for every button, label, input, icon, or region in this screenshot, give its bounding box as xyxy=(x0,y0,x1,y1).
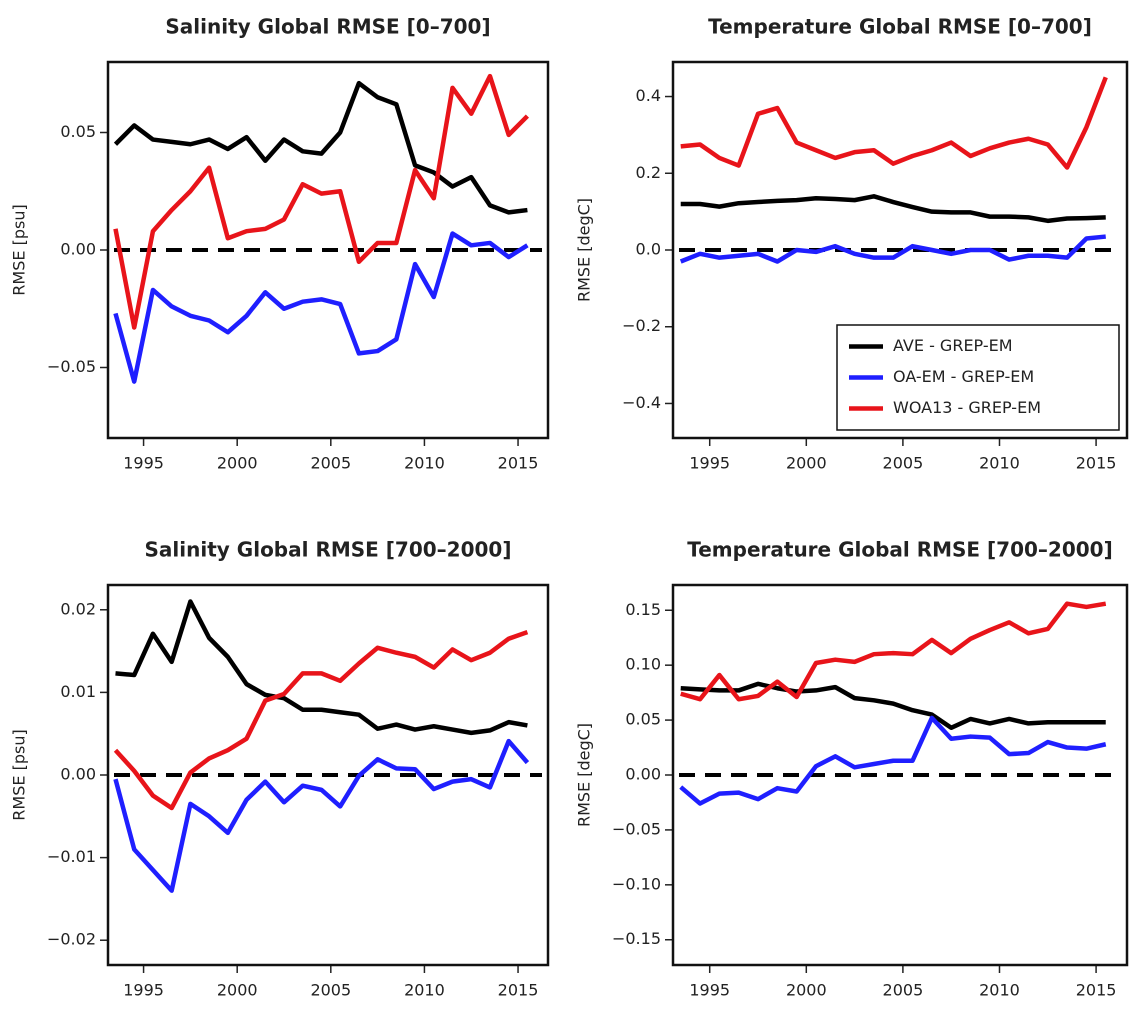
y-tick-label: −0.4 xyxy=(622,393,661,412)
y-tick-label: −0.05 xyxy=(612,819,661,838)
x-tick-label: 2015 xyxy=(498,454,539,473)
data-line xyxy=(680,601,1107,702)
x-tick-label: 2010 xyxy=(404,981,445,1000)
x-tick-label: 2000 xyxy=(786,454,827,473)
chart-title: Salinity Global RMSE [0–700] xyxy=(165,15,490,39)
data-line xyxy=(680,194,1106,224)
x-tick-label: 2015 xyxy=(498,981,539,1000)
x-tick-label: 2000 xyxy=(217,981,258,1000)
chart-title: Temperature Global RMSE [0–700] xyxy=(708,15,1092,39)
y-tick-label: 0.0 xyxy=(636,240,661,259)
y-tick-label: 0.10 xyxy=(625,655,661,674)
y-tick-label: −0.2 xyxy=(622,316,661,335)
x-tick-label: 2015 xyxy=(1076,981,1117,1000)
legend-label: OA-EM - GREP-EM xyxy=(893,367,1034,386)
plot-frame xyxy=(106,583,550,967)
y-tick-label: 0.05 xyxy=(625,710,661,729)
legend-label: AVE - GREP-EM xyxy=(893,336,1013,355)
y-tick-label: 0.02 xyxy=(60,599,96,618)
data-line xyxy=(680,76,1108,170)
x-tick-label: 1995 xyxy=(123,454,164,473)
data-line xyxy=(113,80,528,215)
y-tick-label: 0.2 xyxy=(636,163,661,182)
plot-frame xyxy=(106,60,550,440)
data-line xyxy=(113,231,529,384)
x-tick-label: 2015 xyxy=(1076,454,1117,473)
x-tick-label: 1995 xyxy=(689,454,730,473)
x-tick-label: 2005 xyxy=(310,454,351,473)
chart-title: Salinity Global RMSE [700–2000] xyxy=(145,538,512,562)
y-tick-label: 0.15 xyxy=(625,600,661,619)
x-tick-label: 2010 xyxy=(979,454,1020,473)
y-tick-label: −0.02 xyxy=(47,930,96,949)
chart-panel: Temperature Global RMSE [700–2000] RMSE [… xyxy=(575,538,1129,1000)
y-axis-label: RMSE [degC] xyxy=(575,723,594,827)
y-tick-label: 0.01 xyxy=(60,682,96,701)
y-tick-label: −0.01 xyxy=(47,847,96,866)
y-tick-label: 0.4 xyxy=(636,86,661,105)
data-line xyxy=(113,629,529,811)
x-tick-label: 1995 xyxy=(123,981,164,1000)
chart-panel: Salinity Global RMSE [700–2000] RMSE [psu… xyxy=(10,538,550,1000)
x-tick-label: 2005 xyxy=(883,981,924,1000)
y-tick-label: −0.10 xyxy=(612,874,661,893)
y-tick-label: 0.00 xyxy=(60,240,96,259)
y-axis-label: RMSE [psu] xyxy=(10,729,29,820)
y-axis-label: RMSE [psu] xyxy=(10,204,29,295)
y-tick-label: 0.00 xyxy=(625,765,661,784)
data-line xyxy=(113,738,530,893)
y-tick-label: 0.05 xyxy=(60,122,96,141)
chart-panel: Temperature Global RMSE [0–700] RMSE [deg… xyxy=(575,15,1129,473)
x-tick-label: 2000 xyxy=(217,454,258,473)
y-tick-label: −0.05 xyxy=(47,357,96,376)
data-line xyxy=(113,73,529,330)
x-tick-label: 1995 xyxy=(689,981,730,1000)
x-tick-label: 2005 xyxy=(310,981,351,1000)
legend-box xyxy=(836,324,1120,431)
data-line xyxy=(680,681,1106,731)
legend-label: WOA13 - GREP-EM xyxy=(893,398,1041,417)
y-tick-label: 0.00 xyxy=(60,765,96,784)
y-axis-label: RMSE [degC] xyxy=(575,198,594,302)
x-tick-label: 2005 xyxy=(883,454,924,473)
x-tick-label: 2010 xyxy=(404,454,445,473)
data-line xyxy=(679,234,1106,264)
chart-title: Temperature Global RMSE [700–2000] xyxy=(687,538,1113,562)
chart-panel: Salinity Global RMSE [0–700] RMSE [psu] −0… xyxy=(10,15,550,473)
data-line xyxy=(115,599,528,736)
plot-frame xyxy=(671,583,1129,967)
y-tick-label: −0.15 xyxy=(612,929,661,948)
data-line xyxy=(679,715,1107,806)
plot-frame xyxy=(671,60,1129,440)
x-tick-label: 2010 xyxy=(979,981,1020,1000)
x-tick-label: 2000 xyxy=(786,981,827,1000)
